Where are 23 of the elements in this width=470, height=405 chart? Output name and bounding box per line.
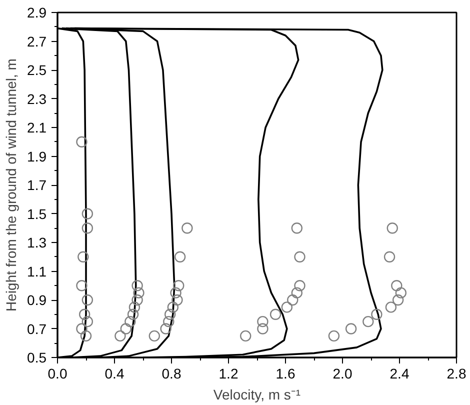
x-tick-label: 2.4 [390, 366, 410, 382]
y-tick-label: 1.3 [27, 234, 47, 250]
y-tick-label: 1.5 [27, 206, 47, 222]
x-tick-label: 2.0 [332, 366, 352, 382]
x-tick-label: 0.0 [48, 366, 68, 382]
y-tick-label: 2.5 [27, 62, 47, 78]
x-tick-label: 0.8 [162, 366, 182, 382]
y-tick-label: 2.3 [27, 90, 47, 107]
y-tick-label: 2.9 [27, 4, 47, 20]
y-tick-label: 1.9 [27, 148, 47, 164]
x-tick-label: 1.2 [218, 366, 238, 382]
y-tick-label: 1.7 [27, 177, 47, 193]
x-tick-label: 0.4 [104, 366, 124, 382]
x-tick-label: 2.8 [446, 366, 466, 382]
x-axis-title: Velocity, m s⁻¹ [213, 386, 301, 402]
y-axis-title: Height from the ground of wind tunnel, m [3, 58, 20, 312]
y-tick-label: 2.7 [27, 33, 47, 50]
y-tick-label: 0.9 [27, 292, 47, 308]
y-tick-label: 0.7 [27, 320, 47, 337]
y-tick-label: 0.5 [27, 350, 47, 366]
x-tick-label: 1.6 [276, 366, 296, 382]
y-tick-label: 1.1 [27, 263, 47, 280]
y-tick-label: 2.1 [27, 120, 47, 136]
